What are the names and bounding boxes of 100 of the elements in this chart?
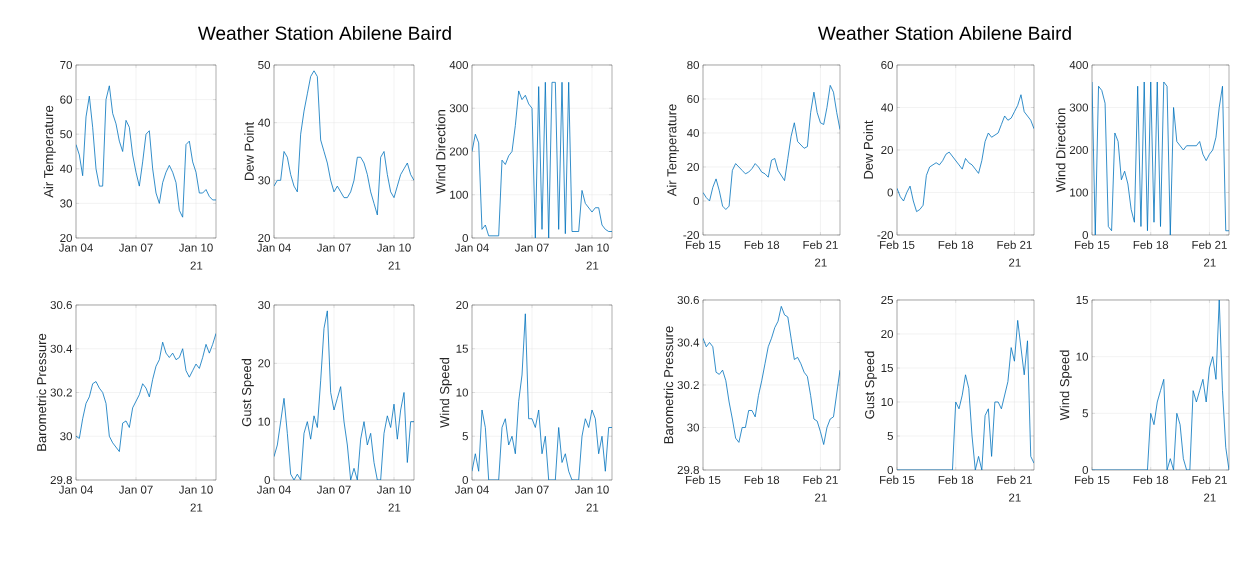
x-tick-label: Feb 18 [938,475,974,484]
x-tick-label: Jan 04 [58,243,93,252]
y-tick-label: -20 [683,230,700,240]
x-tick-label: Feb 21 [1192,240,1227,249]
y-tick-label: 15 [1076,295,1088,305]
x-tick-label: Jan 10 [574,485,609,494]
y-tick-label: 10 [881,397,894,407]
y-axis-title: Barometric Pressure [36,333,47,451]
y-tick-label: 60 [687,94,700,104]
x-tick-label: Jan 07 [514,243,549,252]
y-tick-label: 5 [1082,409,1088,418]
x-tick-label: Jan 10 [178,243,213,252]
y-tick-label: 30 [687,423,700,432]
chart-title: Weather Station Abilene Baird [197,26,451,40]
text: 21 [815,493,827,502]
x-tick-label: Jan 07 [316,243,351,252]
y-tick-label: 10 [456,388,469,397]
x-tick-label: Feb 18 [744,475,780,484]
x-tick-label: Jan 07 [118,485,153,494]
y-tick-label: 10 [1076,352,1089,361]
x-tick-label: Feb 21 [997,240,1032,249]
y-axis-title: Wind Speed [439,357,452,428]
y-tick-label: 20 [687,162,700,172]
y-tick-label: 300 [1069,103,1089,112]
y-tick-label: 0 [887,465,894,475]
y-tick-label: 0 [887,188,894,197]
y-tick-label: 80 [687,60,700,70]
y-tick-label: 40 [59,164,73,173]
y-tick-label: 29.8 [677,465,699,475]
x-tick-label: Feb 15 [880,475,915,484]
y-tick-label: 15 [456,344,468,353]
y-axis-title: Air Temperature [43,105,56,198]
y-tick-label: -20 [877,230,894,240]
y-axis-title: Air Temperature [666,104,679,197]
text: 21 [1204,493,1216,502]
y-axis-title: Gust Speed [241,359,254,427]
y-tick-label: 60 [881,60,894,70]
y-tick-label: 40 [257,118,271,127]
y-tick-label: 0 [264,475,271,485]
x-tick-label: Jan 07 [514,485,549,494]
x-tick-label: Jan 04 [256,243,291,252]
x-tick-label: Feb 18 [744,240,780,249]
y-tick-label: 40 [880,103,894,112]
y-tick-label: 30 [258,300,271,310]
x-tick-label: Jan 04 [58,485,93,494]
y-tick-label: 20 [258,359,271,368]
y-tick-label: 15 [881,363,893,373]
y-tick-label: 5 [887,431,893,441]
y-tick-label: 30 [258,176,271,185]
x-tick-label: Jan 04 [454,243,489,252]
x-tick-label: Jan 07 [316,485,351,494]
x-tick-label: Feb 15 [1075,240,1110,249]
y-tick-label: 30.6 [677,295,699,305]
y-tick-label: 60 [60,95,73,104]
y-tick-label: 70 [60,60,73,70]
y-tick-label: 0 [1082,230,1089,240]
y-tick-label: 0 [1082,465,1089,475]
y-tick-label: 100 [1070,188,1089,197]
y-tick-label: 20 [258,233,271,243]
text: 21 [388,261,401,270]
y-tick-label: 0 [462,233,469,243]
x-tick-label: Feb 18 [1133,240,1169,249]
y-tick-label: 29.8 [50,475,72,485]
x-tick-label: Feb 15 [686,475,721,484]
y-tick-label: 30.2 [677,380,699,390]
x-tick-label: Jan 04 [454,485,489,494]
x-tick-label: Jan 04 [256,485,291,494]
text: 21 [815,258,827,267]
y-tick-label: 20 [881,145,894,155]
text: 21 [190,503,203,512]
text: 21 [1204,258,1216,267]
y-tick-label: 5 [462,432,468,441]
x-tick-label: Feb 21 [803,240,838,249]
y-axis-title: Wind Direction [435,110,446,194]
y-tick-label: 300 [449,104,469,113]
y-axis-title: Gust Speed [864,351,877,419]
x-tick-label: Jan 07 [118,243,153,252]
y-tick-label: 20 [60,233,73,243]
y-tick-label: 30 [60,199,73,208]
y-tick-label: 30.4 [677,338,700,347]
text: 21 [1009,258,1021,267]
line-series [274,70,414,216]
y-tick-label: 30.2 [50,388,72,397]
text: 21 [388,503,401,512]
y-tick-label: 30.6 [50,300,72,310]
y-tick-label: 400 [1069,60,1089,70]
x-tick-label: Jan 10 [178,485,213,494]
y-tick-label: 400 [449,60,469,70]
y-tick-label: 20 [456,300,469,310]
y-axis-title: Dew Point [863,120,873,179]
y-tick-label: 0 [693,196,700,206]
y-axis-title: Dew Point [244,121,254,181]
y-tick-label: 0 [462,475,469,485]
y-tick-label: 10 [258,417,271,426]
y-tick-label: 100 [450,190,469,199]
x-tick-label: Feb 15 [880,240,915,249]
text: 21 [586,503,599,512]
line-series [76,85,216,218]
x-tick-label: Feb 21 [1192,475,1227,484]
x-tick-label: Feb 18 [938,240,974,249]
